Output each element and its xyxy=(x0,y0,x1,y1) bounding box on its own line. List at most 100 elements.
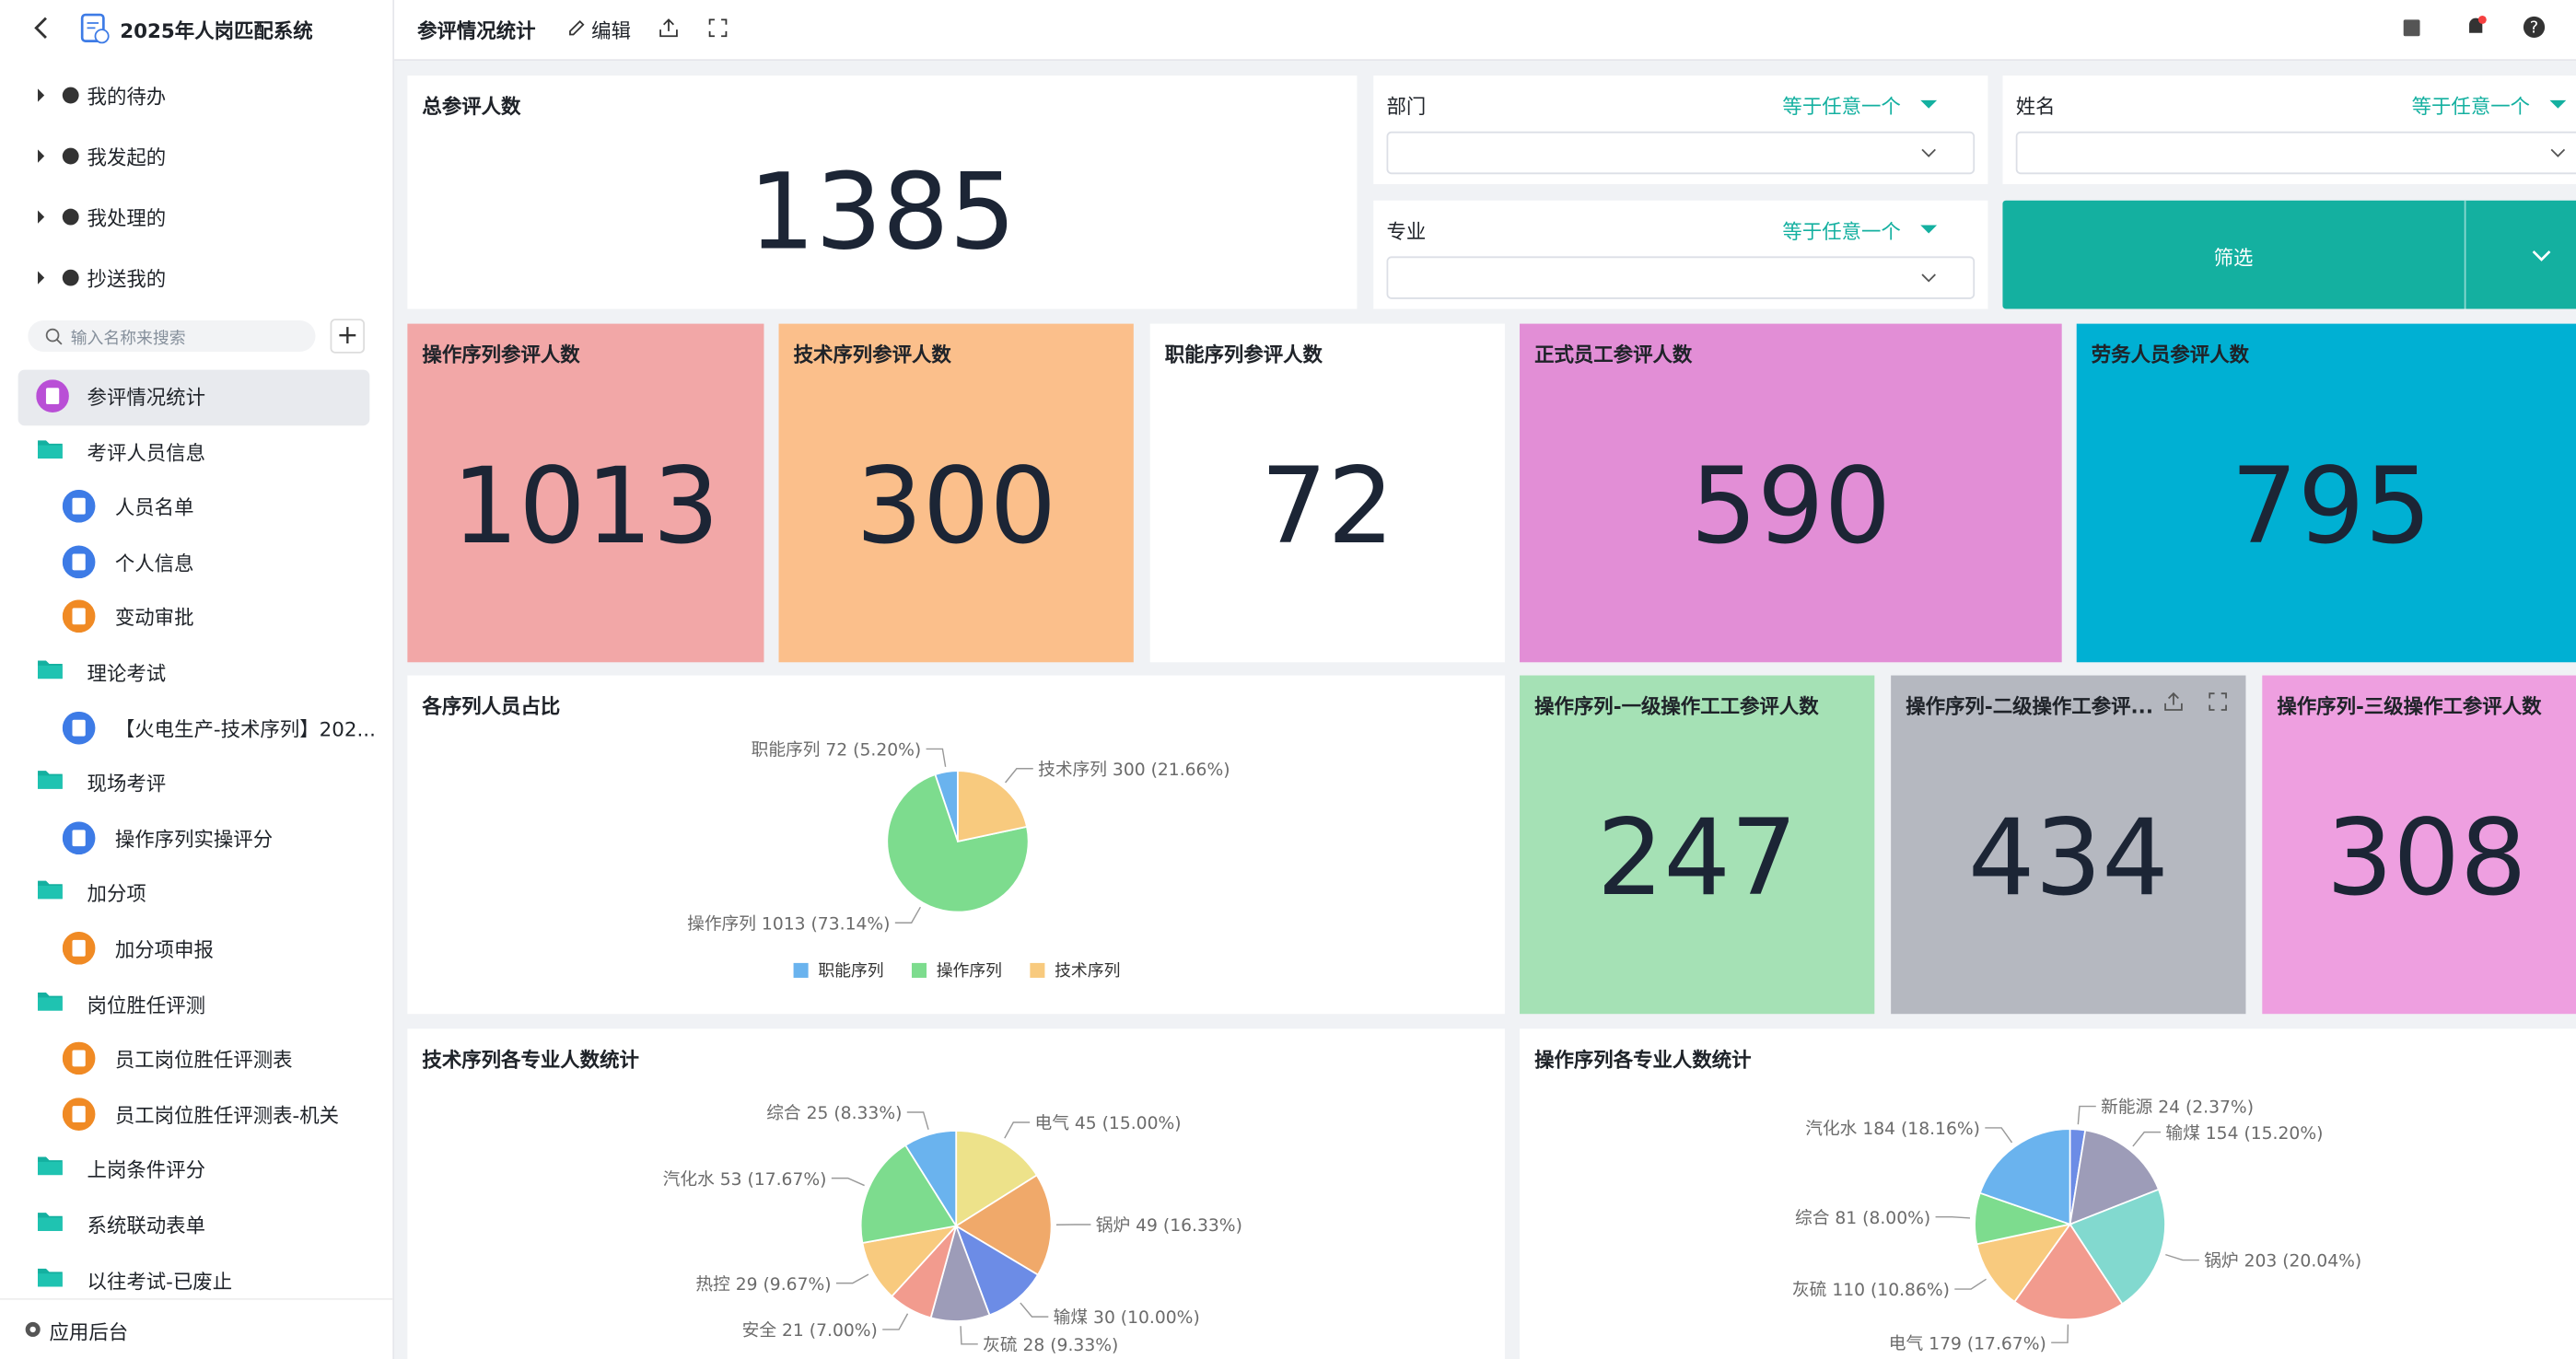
chart-card: 各序列人员占比 xyxy=(407,675,1505,1015)
folder-icon xyxy=(38,881,63,900)
filter: 姓名 等于任意一个 xyxy=(2002,76,2576,184)
nav-icon xyxy=(38,147,79,165)
tree-item[interactable]: 以往考试-已废止 xyxy=(87,1269,233,1293)
divider xyxy=(2464,200,2466,309)
folder-icon xyxy=(38,1268,63,1286)
tree-item[interactable]: 理论考试 xyxy=(87,662,167,686)
page-title: 参评情况统计 xyxy=(417,19,536,43)
operator-caret xyxy=(1920,99,1938,109)
app-title: 2025年人岗匹配系统 xyxy=(120,19,313,43)
edit-button[interactable]: 编辑 xyxy=(591,19,632,43)
stat-card: 劳务人员参评人数 795 xyxy=(2076,323,2576,663)
tree-item[interactable]: 系统联动表单 xyxy=(87,1214,206,1237)
nav-icon xyxy=(38,87,79,104)
card-title: 操作序列-二级操作工参评... xyxy=(1906,694,2153,718)
tree-item[interactable]: 岗位胜任评测 xyxy=(87,993,206,1017)
card-title: 总参评人数 xyxy=(422,95,521,119)
card-title: 正式员工参评人数 xyxy=(1534,343,1693,367)
nav-item[interactable]: 我的待办 xyxy=(87,85,167,109)
filter-label: 专业 xyxy=(1386,220,1427,244)
filter-button[interactable]: 筛选 xyxy=(2002,200,2576,309)
selected-highlight xyxy=(17,369,370,426)
stat-card: 技术序列参评人数 300 xyxy=(778,323,1134,663)
card-title: 操作序列-一级操作工工参评人数 xyxy=(1534,694,1819,718)
folder-icon xyxy=(38,1157,63,1176)
folder-icon xyxy=(38,439,63,459)
filter-operator[interactable]: 等于任意一个 xyxy=(1782,220,1901,244)
dropdown-chevron[interactable] xyxy=(2530,245,2553,268)
tree-item[interactable]: 上岗条件评分 xyxy=(87,1158,206,1182)
filter-operator[interactable]: 等于任意一个 xyxy=(2411,95,2531,119)
notification-button[interactable] xyxy=(2465,15,2488,40)
tree-item[interactable]: 现场考评 xyxy=(87,772,167,796)
chevron xyxy=(1921,148,1936,157)
settings-icon xyxy=(25,1321,41,1337)
layout-button[interactable] xyxy=(2400,17,2423,40)
filter-select[interactable] xyxy=(2015,131,2576,175)
tree-item[interactable]: 加分项 xyxy=(87,883,146,907)
tree-item[interactable]: 个人信息 xyxy=(114,552,194,575)
tree-item[interactable]: 加分项申报 xyxy=(114,938,214,962)
help-button[interactable]: ? xyxy=(2522,15,2547,40)
filter-label: 部门 xyxy=(1386,95,1427,119)
share-button[interactable] xyxy=(658,17,681,40)
card-tools[interactable] xyxy=(2163,691,2229,714)
tree-item[interactable]: 考评人员信息 xyxy=(87,441,206,465)
operator-caret xyxy=(2549,99,2567,109)
stat-card: 总参评人数 1385 xyxy=(407,76,1358,309)
tree-item[interactable]: 参评情况统计 xyxy=(87,386,206,410)
filter-select[interactable] xyxy=(1386,256,1976,299)
chart-card: 技术序列各专业人数统计 xyxy=(407,1028,1505,1359)
page-icon xyxy=(62,545,96,578)
tree-item[interactable]: 操作序列实操评分 xyxy=(114,828,274,852)
nav-item[interactable]: 我处理的 xyxy=(87,206,167,230)
page-icon xyxy=(62,1041,96,1075)
filter-select[interactable] xyxy=(1386,131,1976,175)
footer-link[interactable]: 应用后台 xyxy=(49,1320,129,1344)
page-icon xyxy=(62,711,96,744)
card-value: 1013 xyxy=(451,447,720,569)
back-button[interactable] xyxy=(29,15,52,41)
fullscreen-button[interactable] xyxy=(706,17,729,40)
filter-operator[interactable]: 等于任意一个 xyxy=(1782,95,1901,119)
edit-icon xyxy=(569,19,585,36)
card-value: 300 xyxy=(856,447,1057,569)
tree-item[interactable]: 人员名单 xyxy=(114,496,194,520)
folder-icon xyxy=(38,771,63,790)
card-value: 1385 xyxy=(748,152,1017,275)
filter-label: 姓名 xyxy=(2015,95,2056,119)
search-box[interactable]: 输入名称来搜索 xyxy=(28,320,316,352)
sidebar: 2025年人岗匹配系统 输入名称来搜索 + 应用后台 我的待办我发起的我处理的抄… xyxy=(0,0,395,1359)
search-icon xyxy=(45,328,63,345)
card-value: 590 xyxy=(1690,447,1892,569)
card-value: 795 xyxy=(2231,447,2432,569)
chart-title: 各序列人员占比 xyxy=(422,694,561,718)
card-value: 308 xyxy=(2325,798,2527,921)
card-title: 职能序列参评人数 xyxy=(1164,343,1323,367)
tree-item[interactable]: 变动审批 xyxy=(114,607,194,631)
add-button[interactable]: + xyxy=(330,319,366,354)
search-placeholder: 输入名称来搜索 xyxy=(70,330,186,349)
stat-card: 操作序列参评人数 1013 xyxy=(407,323,764,663)
topbar: 参评情况统计 编辑 ? xyxy=(394,0,2576,62)
chart-card: 操作序列各专业人数统计 xyxy=(1520,1028,2576,1359)
page-icon xyxy=(62,490,96,523)
card-value: 247 xyxy=(1596,798,1798,921)
card-value: 72 xyxy=(1260,447,1394,569)
filter: 部门 等于任意一个 xyxy=(1373,76,1988,184)
stat-card: 操作序列-三级操作工参评人数 308 xyxy=(2262,675,2576,1015)
chevron xyxy=(2550,148,2566,157)
filter-button-label: 筛选 xyxy=(2213,246,2254,270)
nav-item[interactable]: 抄送我的 xyxy=(87,267,167,291)
nav-item[interactable]: 我发起的 xyxy=(87,145,167,169)
tree-item[interactable]: 【火电生产-技术序列】202... xyxy=(114,717,376,741)
chart-title: 操作序列各专业人数统计 xyxy=(1534,1048,1752,1072)
filter: 专业 等于任意一个 xyxy=(1373,200,1988,309)
card-title: 操作序列-三级操作工参评人数 xyxy=(2277,694,2542,718)
tree-item[interactable]: 员工岗位胜任评测表-机关 xyxy=(114,1104,340,1128)
stat-card: 操作序列-一级操作工工参评人数 247 xyxy=(1520,675,1875,1015)
tree-item[interactable]: 员工岗位胜任评测表 xyxy=(114,1049,293,1073)
stat-card: 操作序列-二级操作工参评... 434 xyxy=(1891,675,2246,1015)
chart-title: 技术序列各专业人数统计 xyxy=(422,1048,639,1072)
